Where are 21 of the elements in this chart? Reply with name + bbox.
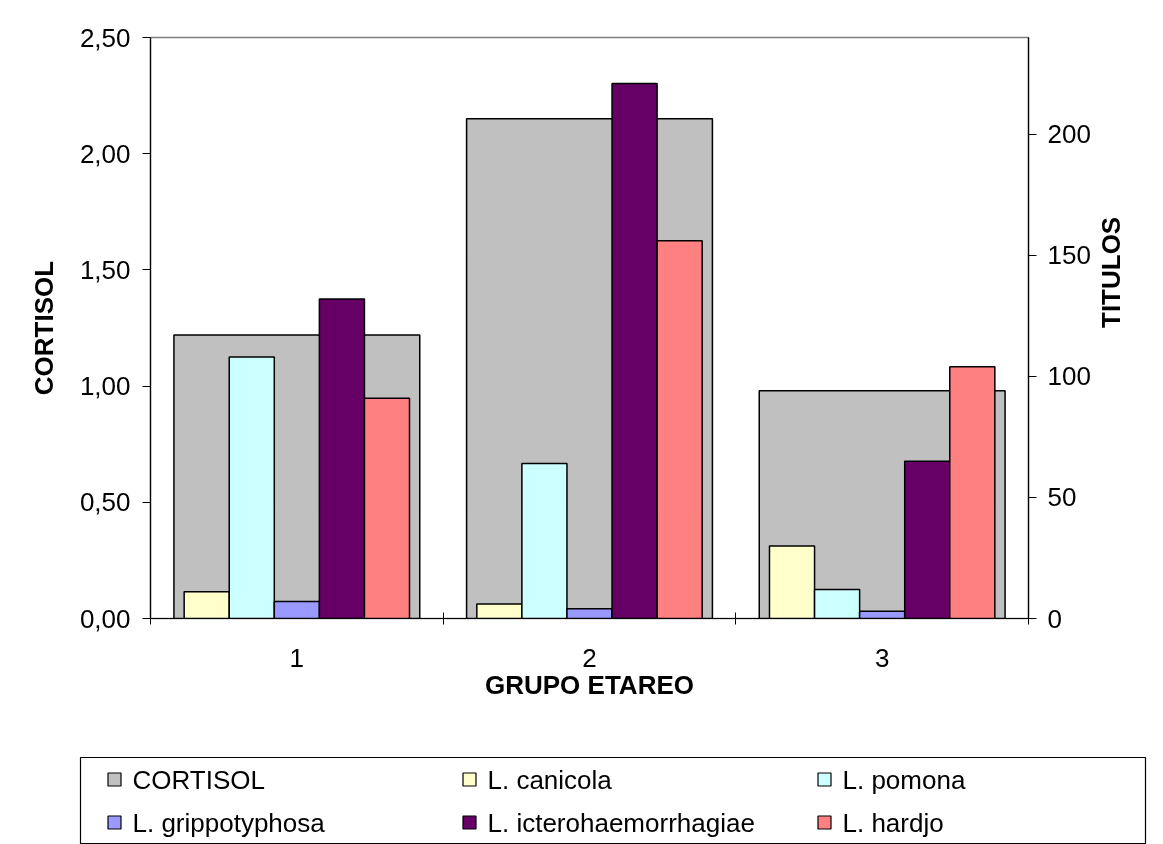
legend-label: L. pomona bbox=[842, 764, 966, 795]
y2-tick-label: 50 bbox=[1047, 482, 1077, 513]
legend-label: L. icterohaemorrhagiae bbox=[487, 807, 755, 838]
legend-label: CORTISOL bbox=[132, 764, 265, 795]
y-axis-title: CORTISOL bbox=[28, 260, 59, 396]
y-tick-label: 0,00 bbox=[79, 603, 131, 634]
y-tick-label: 0,50 bbox=[79, 487, 131, 518]
y2-tick-label: 0 bbox=[1047, 603, 1062, 634]
legend-label: L. hardjo bbox=[842, 807, 944, 838]
y2-tick-label: 150 bbox=[1047, 240, 1091, 271]
legend-label: L. grippotyphosa bbox=[132, 807, 326, 838]
y-tick-label: 1,50 bbox=[79, 254, 131, 285]
x-tick-label: 3 bbox=[874, 642, 890, 673]
x-tick-label: 1 bbox=[289, 642, 305, 673]
y-tick-label: 2,50 bbox=[79, 22, 131, 53]
legend-label: L. canicola bbox=[487, 764, 613, 795]
y-tick-label: 1,00 bbox=[79, 371, 131, 402]
y2-tick-label: 100 bbox=[1047, 361, 1091, 392]
y2-tick-label: 200 bbox=[1047, 119, 1091, 150]
y-tick-label: 2,00 bbox=[79, 138, 131, 169]
y2-axis-title: TITULOS bbox=[1095, 216, 1126, 328]
